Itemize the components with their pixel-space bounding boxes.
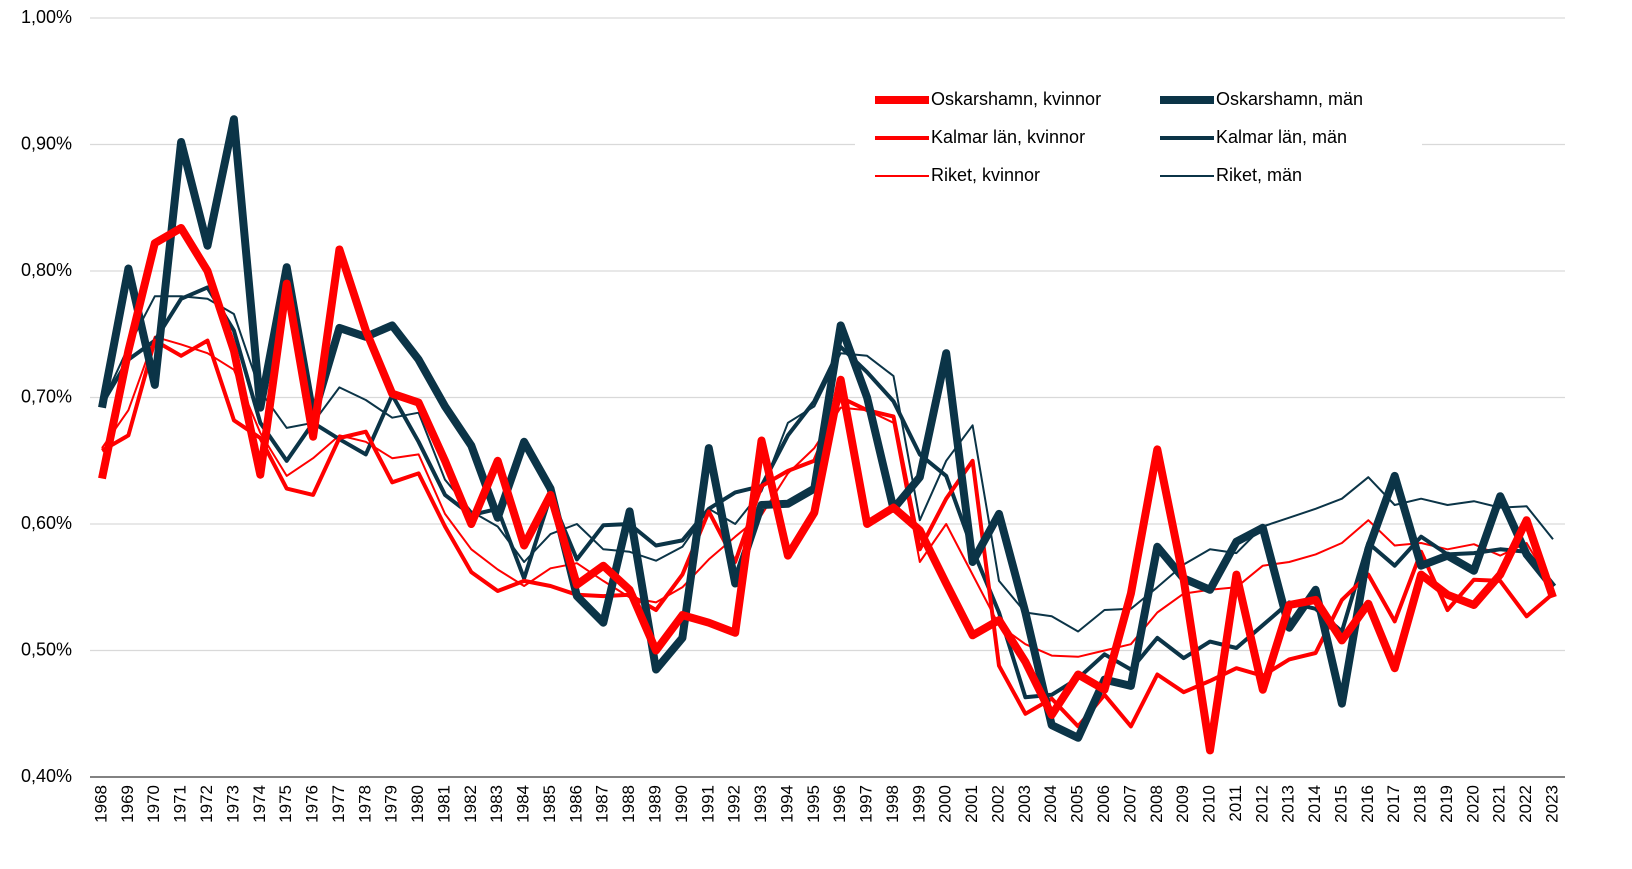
x-tick-label: 1988 bbox=[619, 785, 638, 823]
x-tick-label: 1991 bbox=[698, 785, 717, 823]
series-line bbox=[98, 115, 1557, 742]
x-tick-label: 2015 bbox=[1331, 785, 1350, 823]
y-tick-label: 0,80% bbox=[21, 260, 72, 280]
y-tick-label: 0,40% bbox=[21, 766, 72, 786]
x-tick-label: 2004 bbox=[1041, 785, 1060, 823]
legend-label: Kalmar län, män bbox=[1216, 127, 1347, 147]
x-tick-label: 1971 bbox=[171, 785, 190, 823]
x-tick-label: 1996 bbox=[830, 785, 849, 823]
x-tick-label: 2007 bbox=[1120, 785, 1139, 823]
x-tick-label: 1984 bbox=[514, 785, 533, 823]
x-tick-label: 1990 bbox=[672, 785, 691, 823]
x-tick-label: 2017 bbox=[1384, 785, 1403, 823]
x-tick-label: 2018 bbox=[1411, 785, 1430, 823]
x-tick-label: 1983 bbox=[487, 785, 506, 823]
x-tick-label: 1976 bbox=[303, 785, 322, 823]
x-tick-label: 2016 bbox=[1358, 785, 1377, 823]
x-tick-label: 1993 bbox=[751, 785, 770, 823]
y-tick-label: 0,60% bbox=[21, 513, 72, 533]
x-tick-label: 2011 bbox=[1226, 785, 1245, 822]
legend-label: Kalmar län, kvinnor bbox=[931, 127, 1085, 147]
x-tick-label: 1992 bbox=[725, 785, 744, 823]
x-tick-label: 1980 bbox=[408, 785, 427, 823]
x-tick-label: 1968 bbox=[91, 785, 110, 823]
x-tick-label: 2019 bbox=[1437, 785, 1456, 823]
y-tick-label: 0,90% bbox=[21, 133, 72, 153]
x-tick-label: 1972 bbox=[197, 785, 216, 823]
series-line bbox=[100, 285, 1555, 700]
y-tick-label: 1,00% bbox=[21, 7, 72, 27]
series-line bbox=[98, 224, 1557, 755]
legend-label: Oskarshamn, kvinnor bbox=[931, 89, 1101, 109]
x-tick-label: 2022 bbox=[1516, 785, 1535, 823]
x-tick-label: 1981 bbox=[434, 785, 453, 823]
series-line bbox=[101, 295, 1554, 633]
x-tick-label: 1982 bbox=[461, 785, 480, 823]
x-tick-label: 1974 bbox=[250, 785, 269, 823]
legend-label: Riket, män bbox=[1216, 165, 1302, 185]
x-tick-label: 1994 bbox=[777, 785, 796, 823]
x-tick-label: 2001 bbox=[962, 785, 981, 823]
y-tick-label: 0,50% bbox=[21, 639, 72, 659]
x-tick-label: 2021 bbox=[1490, 785, 1509, 823]
legend-label: Riket, kvinnor bbox=[931, 165, 1040, 185]
x-tick-label: 1989 bbox=[646, 785, 665, 823]
x-tick-label: 1978 bbox=[355, 785, 374, 823]
y-tick-label: 0,70% bbox=[21, 386, 72, 406]
x-tick-label: 1977 bbox=[329, 785, 348, 823]
x-tick-label: 1969 bbox=[118, 785, 137, 823]
x-tick-label: 2020 bbox=[1463, 785, 1482, 823]
x-tick-label: 1973 bbox=[223, 785, 242, 823]
x-tick-label: 2013 bbox=[1279, 785, 1298, 823]
x-tick-label: 1998 bbox=[883, 785, 902, 823]
x-tick-label: 2002 bbox=[988, 785, 1007, 823]
x-tick-label: 2008 bbox=[1147, 785, 1166, 823]
x-tick-label: 2012 bbox=[1252, 785, 1271, 823]
x-tick-label: 2003 bbox=[1015, 785, 1034, 823]
x-tick-label: 2023 bbox=[1542, 785, 1561, 823]
x-tick-label: 2009 bbox=[1173, 785, 1192, 823]
x-tick-label: 1979 bbox=[382, 785, 401, 823]
x-tick-label: 1970 bbox=[144, 785, 163, 823]
legend-box bbox=[855, 78, 1422, 196]
legend-label: Oskarshamn, män bbox=[1216, 89, 1363, 109]
x-tick-label: 1999 bbox=[909, 785, 928, 823]
x-tick-label: 1975 bbox=[276, 785, 295, 823]
x-tick-label: 1997 bbox=[857, 785, 876, 823]
x-tick-label: 2005 bbox=[1068, 785, 1087, 823]
x-tick-label: 2010 bbox=[1200, 785, 1219, 823]
x-tick-label: 2000 bbox=[936, 785, 955, 823]
x-tick-label: 2014 bbox=[1305, 785, 1324, 823]
x-tick-label: 2006 bbox=[1094, 785, 1113, 823]
x-tick-label: 1985 bbox=[540, 785, 559, 823]
x-tick-label: 1995 bbox=[804, 785, 823, 823]
x-tick-label: 1987 bbox=[593, 785, 612, 823]
x-tick-label: 1986 bbox=[566, 785, 585, 823]
